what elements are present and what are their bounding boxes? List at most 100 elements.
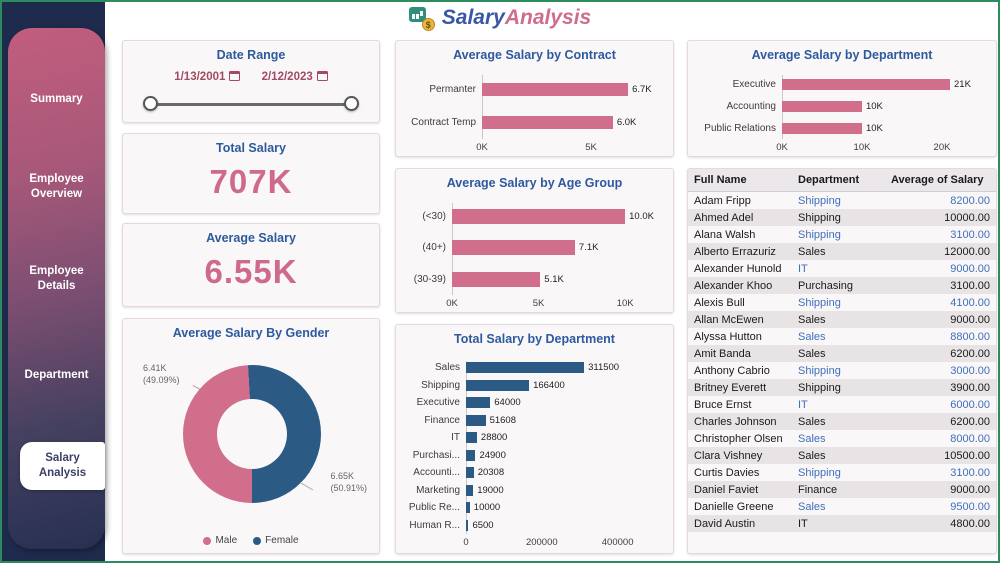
table-cell-department: IT (798, 262, 808, 275)
table-row[interactable]: Danielle Greene Sales 9500.00 (688, 498, 996, 515)
bar[interactable] (782, 122, 862, 134)
coin-glyph: $ (421, 18, 435, 31)
table-cell-salary: 4100.00 (950, 296, 990, 309)
table-cell-salary: 6200.00 (950, 415, 990, 428)
axis-tick-label: 20K (933, 142, 951, 153)
bar[interactable] (466, 432, 477, 444)
card-total-salary: Total Salary 707K (122, 133, 380, 214)
bar-value-label: 6500 (472, 519, 494, 531)
gender-donut[interactable] (183, 365, 321, 503)
bar[interactable] (782, 78, 950, 90)
bar[interactable] (452, 271, 541, 287)
table-row[interactable]: Alexander Khoo Purchasing 3100.00 (688, 277, 996, 294)
table-row[interactable]: Daniel Faviet Finance 9000.00 (688, 481, 996, 498)
sidebar-item-summary[interactable]: Summary (30, 93, 83, 105)
sidebar-item-employee-details[interactable]: Employee Details (29, 265, 84, 292)
bar[interactable] (466, 362, 585, 374)
table-row[interactable]: Britney Everett Shipping 3900.00 (688, 379, 996, 396)
table-cell-salary: 12000.00 (944, 245, 990, 258)
column-header-full-name[interactable]: Full Name (688, 169, 792, 192)
legend-item-male[interactable]: Male (203, 535, 237, 546)
bar[interactable] (466, 379, 530, 391)
card-title: Average Salary by Contract (453, 48, 616, 62)
table-cell-salary: 4800.00 (950, 517, 990, 530)
bar-row: Executive 21K (694, 73, 971, 95)
table-cell-department: Sales (798, 313, 826, 326)
table-cell-full-name: Alexander Khoo (694, 279, 773, 292)
card-avg-salary-by-department: Average Salary by Department Executive 21… (687, 40, 997, 157)
bar[interactable] (466, 502, 470, 514)
table-row[interactable]: Charles Johnson Sales 6200.00 (688, 413, 996, 430)
card-employee-table[interactable]: Full Name Department Average of Salary A… (687, 168, 997, 554)
bar-category-label: Public Re... (408, 502, 460, 514)
calendar-icon[interactable] (316, 71, 328, 81)
table-row[interactable]: Alberto Errazuriz Sales 12000.00 (688, 243, 996, 260)
table-cell-salary: 10000.00 (944, 211, 990, 224)
table-row[interactable]: Curtis Davies Shipping 3100.00 (688, 464, 996, 481)
table-cell-department: Shipping (798, 296, 841, 309)
bar-category-label: Accounti... (413, 467, 460, 479)
table-row[interactable]: Alexander Hunold IT 9000.00 (688, 260, 996, 277)
table-cell-salary: 8800.00 (950, 330, 990, 343)
bar[interactable] (466, 397, 491, 409)
axis-tick-label: 200000 (525, 537, 558, 548)
bar-category-label: (<30) (422, 211, 446, 223)
bar[interactable] (466, 414, 486, 426)
table-cell-department: Shipping (798, 381, 841, 394)
axis-tick-label: 400000 (601, 537, 634, 548)
table-cell-full-name: Adam Fripp (694, 194, 751, 207)
sidebar-item-department[interactable]: Department (24, 369, 89, 381)
table-row[interactable]: Alana Walsh Shipping 3100.00 (688, 226, 996, 243)
bar-category-label: Executive (732, 78, 776, 90)
sidebar-item-employee-overview[interactable]: Employee Overview (29, 173, 84, 200)
axis-tick-label: 0 (463, 537, 469, 548)
bar[interactable] (466, 467, 474, 479)
table-cell-department: Shipping (798, 466, 841, 479)
table-cell-salary: 3100.00 (950, 279, 990, 292)
table-row[interactable]: Adam Fripp Shipping 8200.00 (688, 192, 996, 210)
table-row[interactable]: Allan McEwen Sales 9000.00 (688, 311, 996, 328)
start-date: 1/13/2001 (174, 71, 226, 83)
table-row[interactable]: Alyssa Hutton Sales 8800.00 (688, 328, 996, 345)
bar[interactable] (782, 100, 862, 112)
table-row[interactable]: Anthony Cabrio Shipping 3000.00 (688, 362, 996, 379)
bar[interactable] (452, 240, 575, 256)
table-cell-full-name: Anthony Cabrio (694, 364, 770, 377)
column-header-salary[interactable]: Average of Salary (885, 169, 996, 192)
table-row[interactable]: David Austin IT 4800.00 (688, 515, 996, 532)
column-header-department[interactable]: Department (792, 169, 885, 192)
bar-category-label: Human R... (409, 519, 460, 531)
bar[interactable] (466, 519, 469, 531)
table-cell-salary: 9000.00 (950, 483, 990, 496)
bar-value-label: 10.0K (629, 211, 654, 223)
bar[interactable] (452, 209, 626, 225)
slider-handle-end[interactable] (344, 96, 359, 111)
date-range-slider[interactable] (143, 96, 359, 112)
table-cell-department: Shipping (798, 228, 841, 241)
card-avg-salary-by-age-group: Average Salary by Age Group (<30) 10.0K (4… (395, 168, 674, 313)
bar[interactable] (466, 449, 476, 461)
bar[interactable] (482, 116, 613, 129)
bar-category-label: Sales (434, 362, 460, 374)
card-date-range: Date Range 1/13/2001 2/12/2023 (122, 40, 380, 123)
table-cell-full-name: Alexis Bull (694, 296, 745, 309)
table-row[interactable]: Ahmed Adel Shipping 10000.00 (688, 209, 996, 226)
slider-handle-start[interactable] (143, 96, 158, 111)
average-salary-value: 6.55K (204, 253, 298, 290)
table-cell-department: Sales (798, 330, 826, 343)
table-row[interactable]: Alexis Bull Shipping 4100.00 (688, 294, 996, 311)
table-row[interactable]: Amit Banda Sales 6200.00 (688, 345, 996, 362)
calendar-icon[interactable] (229, 71, 241, 81)
legend-item-female[interactable]: Female (253, 535, 299, 546)
bar-row: Finance 51608 (402, 412, 629, 430)
sidebar-item-salary-analysis[interactable]: Salary Analysis (20, 442, 105, 490)
male-dot-icon (203, 536, 212, 545)
card-total-salary-by-department: Total Salary by Department Sales 311500 Sh… (395, 324, 674, 554)
table-row[interactable]: Christopher Olsen Sales 8000.00 (688, 430, 996, 447)
bar[interactable] (482, 83, 629, 96)
axis-tick-label: 0K (476, 142, 488, 153)
table-row[interactable]: Clara Vishney Sales 10500.00 (688, 447, 996, 464)
slider-track[interactable] (150, 103, 352, 106)
table-row[interactable]: Bruce Ernst IT 6000.00 (688, 396, 996, 413)
bar[interactable] (466, 484, 474, 496)
